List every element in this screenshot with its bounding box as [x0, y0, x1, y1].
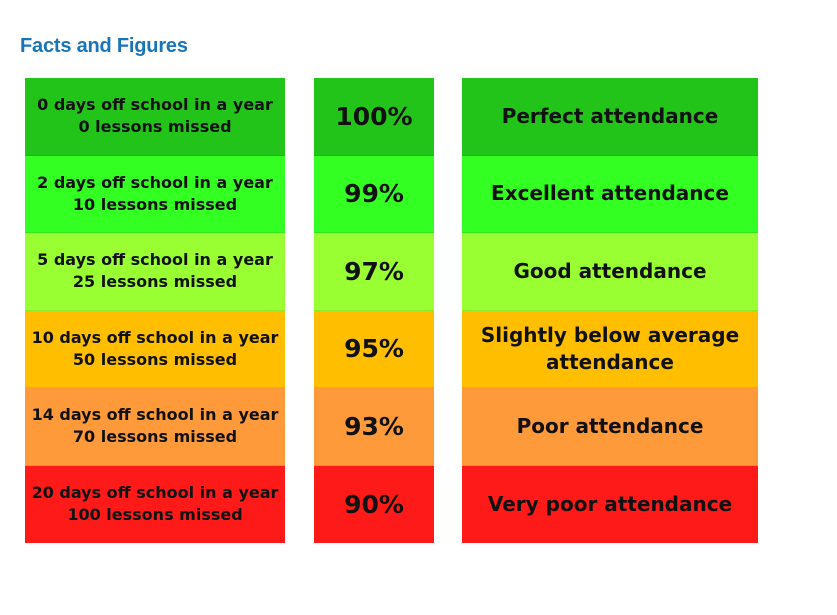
days-off-text: 5 days off school in a year: [37, 250, 273, 270]
percentage-column: 100% 99% 97% 95% 93% 90%: [314, 78, 434, 543]
percentage-cell: 90%: [314, 465, 434, 543]
days-off-text: 0 days off school in a year: [37, 95, 273, 115]
days-cell: 2 days off school in a year 10 lessons m…: [25, 155, 285, 233]
days-off-text: 10 days off school in a year: [31, 327, 279, 347]
lessons-missed-text: 0 lessons missed: [78, 117, 232, 137]
lessons-missed-text: 100 lessons missed: [67, 505, 243, 525]
percentage-cell: 100%: [314, 78, 434, 156]
days-off-text: 2 days off school in a year: [37, 172, 273, 192]
rating-cell: Very poor attendance: [462, 465, 758, 543]
rating-column: Perfect attendance Excellent attendance …: [462, 78, 758, 543]
lessons-missed-text: 70 lessons missed: [72, 427, 238, 447]
rating-cell: Perfect attendance: [462, 78, 758, 156]
percentage-cell: 93%: [314, 388, 434, 466]
days-cell: 14 days off school in a year 70 lessons …: [25, 388, 285, 466]
lessons-missed-text: 10 lessons missed: [72, 194, 238, 214]
rating-cell: Slightly below average attendance: [462, 310, 758, 388]
percentage-cell: 99%: [314, 155, 434, 233]
days-cell: 5 days off school in a year 25 lessons m…: [25, 233, 285, 311]
days-off-text: 20 days off school in a year: [31, 483, 279, 503]
rating-cell: Excellent attendance: [462, 155, 758, 233]
percentage-cell: 97%: [314, 233, 434, 311]
page-title: Facts and Figures: [20, 35, 188, 57]
days-off-column: 0 days off school in a year 0 lessons mi…: [25, 78, 285, 543]
rating-cell: Good attendance: [462, 233, 758, 311]
rating-cell: Poor attendance: [462, 388, 758, 466]
days-off-text: 14 days off school in a year: [31, 405, 279, 425]
lessons-missed-text: 25 lessons missed: [72, 272, 238, 292]
days-cell: 0 days off school in a year 0 lessons mi…: [25, 78, 285, 156]
days-cell: 10 days off school in a year 50 lessons …: [25, 310, 285, 388]
lessons-missed-text: 50 lessons missed: [72, 349, 238, 369]
days-cell: 20 days off school in a year 100 lessons…: [25, 465, 285, 543]
percentage-cell: 95%: [314, 310, 434, 388]
